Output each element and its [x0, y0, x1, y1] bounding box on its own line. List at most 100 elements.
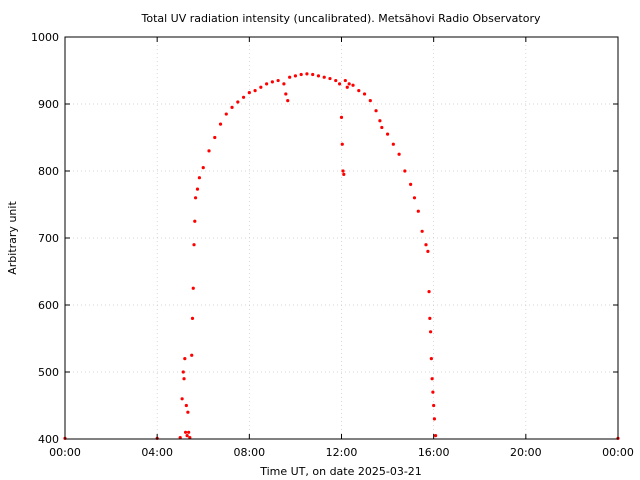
data-point: [178, 436, 182, 440]
y-tick-label: 600: [38, 299, 59, 312]
data-point: [341, 169, 345, 173]
data-point: [433, 434, 438, 438]
data-point: [305, 72, 309, 76]
y-axis-label: Arbitrary unit: [6, 201, 19, 275]
data-point: [397, 152, 401, 156]
data-point: [431, 390, 435, 394]
data-point: [428, 316, 432, 320]
data-point: [184, 403, 188, 408]
data-point: [347, 82, 351, 86]
x-tick-label: 12:00: [326, 446, 358, 459]
data-point: [424, 243, 428, 247]
x-axis-label: Time UT, on date 2025-03-21: [259, 465, 422, 478]
data-point: [185, 434, 189, 438]
data-point: [340, 142, 344, 146]
data-point: [201, 166, 205, 170]
data-point: [420, 229, 424, 233]
data-point: [270, 80, 274, 84]
data-point: [362, 92, 367, 96]
data-point: [339, 115, 344, 119]
x-tick-label: 00:00: [602, 446, 634, 459]
data-point: [230, 105, 234, 109]
data-point: [241, 95, 246, 99]
data-point: [265, 82, 269, 86]
y-tick-label: 700: [38, 232, 59, 245]
data-point: [276, 78, 280, 83]
y-tick-label: 800: [38, 165, 59, 178]
axis-ticks: 00:00 04:00 08:00 12:00 16:00 20:00 00:0040050…: [31, 31, 634, 459]
data-point: [357, 89, 361, 93]
data-point: [282, 82, 286, 86]
data-point: [409, 182, 413, 186]
data-point: [192, 243, 196, 247]
data-point: [432, 403, 436, 408]
data-point: [288, 75, 292, 79]
data-point: [247, 91, 251, 95]
data-point: [259, 85, 263, 89]
data-point: [403, 169, 407, 173]
data-point: [187, 430, 191, 434]
data-point: [186, 410, 190, 414]
data-point: [190, 316, 195, 320]
data-point: [183, 430, 188, 434]
data-point: [316, 74, 321, 78]
data-points: [63, 72, 620, 440]
data-point: [378, 119, 382, 123]
data-point: [188, 436, 192, 440]
x-tick-label: 08:00: [233, 446, 265, 459]
data-point: [218, 122, 223, 126]
data-point: [224, 112, 228, 116]
data-point: [253, 89, 257, 93]
data-point: [334, 78, 338, 83]
data-point: [236, 100, 240, 104]
data-point: [428, 330, 433, 334]
data-point: [430, 377, 434, 381]
grid-lines: [65, 37, 618, 439]
x-tick-label: 20:00: [510, 446, 542, 459]
y-tick-label: 400: [38, 433, 59, 446]
x-tick-label: 16:00: [418, 446, 450, 459]
data-point: [351, 83, 355, 87]
y-tick-label: 1000: [31, 31, 59, 44]
data-point: [293, 74, 298, 78]
data-point: [412, 196, 417, 200]
data-point: [191, 286, 195, 290]
y-tick-label: 500: [38, 366, 59, 379]
data-point: [416, 209, 420, 213]
data-point: [193, 219, 197, 223]
data-point: [180, 397, 184, 401]
data-point: [311, 72, 315, 77]
data-point: [197, 176, 202, 180]
data-point: [337, 82, 342, 86]
data-point: [190, 353, 194, 357]
data-point: [391, 142, 395, 146]
data-point: [286, 99, 290, 103]
data-point: [368, 99, 372, 103]
data-point: [342, 172, 346, 176]
data-point: [374, 109, 378, 113]
chart-title: Total UV radiation intensity (uncalibrat…: [141, 12, 541, 25]
data-point: [345, 85, 349, 89]
data-point: [299, 72, 303, 77]
y-tick-label: 900: [38, 98, 59, 111]
x-tick-label: 00:00: [49, 446, 81, 459]
data-point: [207, 149, 211, 153]
data-point: [284, 92, 288, 96]
x-tick-label: 04:00: [141, 446, 173, 459]
data-point: [385, 132, 390, 136]
data-point: [322, 75, 326, 79]
data-point: [182, 377, 186, 381]
data-point: [429, 357, 433, 361]
data-point: [193, 196, 198, 200]
data-point: [427, 290, 431, 294]
data-point: [213, 135, 217, 140]
data-point: [432, 417, 437, 421]
data-point: [328, 76, 332, 81]
data-point: [195, 187, 200, 191]
data-point: [181, 370, 185, 374]
data-point: [343, 78, 347, 83]
data-point: [183, 357, 187, 361]
data-point: [426, 249, 430, 253]
data-point: [380, 125, 384, 130]
